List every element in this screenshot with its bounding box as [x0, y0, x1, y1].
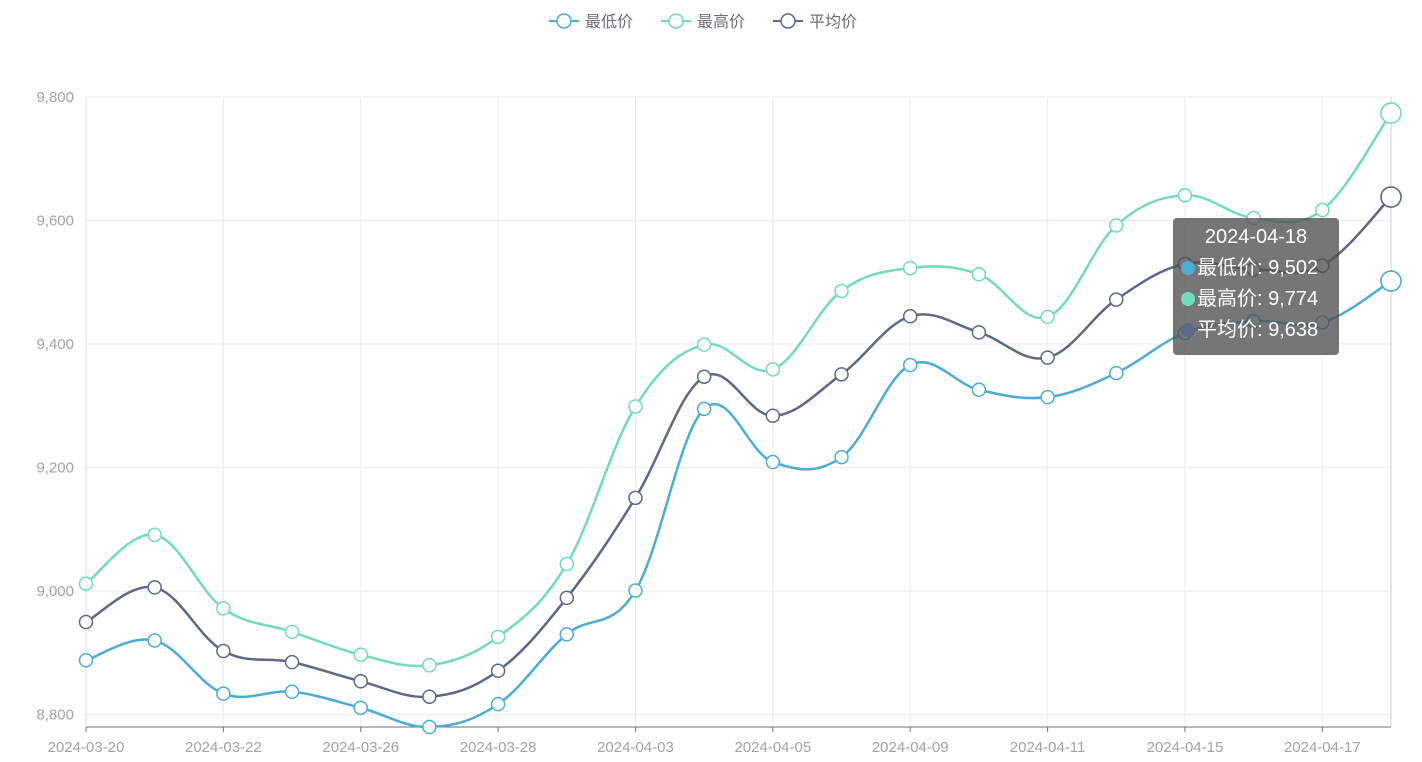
legend-marker-icon	[780, 13, 796, 29]
legend-item-2[interactable]: 平均价	[773, 13, 857, 31]
data-point	[1380, 102, 1402, 124]
tooltip-row-max: 最高价: 9,774	[1181, 284, 1339, 315]
data-point	[1109, 365, 1124, 381]
x-tick-label: 2024-03-22	[185, 739, 262, 756]
legend-label: 平均价	[809, 13, 857, 31]
x-tick-label: 2024-04-09	[872, 739, 949, 756]
data-point	[834, 283, 849, 299]
data-point	[422, 719, 437, 735]
tooltip-row-min: 最低价: 9,502	[1181, 253, 1339, 284]
series-0	[78, 270, 1402, 735]
tooltip-dot-min	[1181, 261, 1195, 275]
legend-label: 最低价	[585, 13, 633, 31]
series-line	[85, 112, 1393, 668]
y-tick-label: 9,000	[36, 583, 74, 600]
data-point	[1380, 270, 1402, 292]
x-tick-label: 2024-03-26	[322, 739, 399, 756]
data-point	[902, 357, 918, 373]
data-point	[628, 399, 643, 414]
data-point	[765, 454, 781, 470]
x-tick-label: 2024-04-03	[597, 739, 674, 756]
data-point	[1040, 350, 1055, 365]
series-line	[85, 279, 1392, 729]
data-point	[971, 267, 987, 282]
y-tick-label: 9,800	[36, 89, 74, 106]
data-point	[422, 657, 437, 673]
data-point	[353, 700, 368, 716]
data-point	[1040, 309, 1055, 325]
x-tick-label: 2024-03-28	[460, 739, 537, 756]
data-point	[559, 590, 575, 606]
data-point	[78, 614, 94, 630]
data-point	[765, 408, 781, 423]
y-tick-label: 8,800	[36, 707, 74, 724]
data-point	[971, 325, 987, 340]
data-point	[78, 653, 94, 668]
tooltip-date: 2024-04-18	[1204, 226, 1308, 248]
data-point	[696, 401, 712, 417]
tooltip-label-avg: 平均价: 9,638	[1197, 319, 1319, 341]
data-point	[147, 633, 162, 648]
tooltip-row-avg: 平均价: 9,638	[1181, 315, 1339, 346]
data-point	[902, 260, 918, 276]
data-point	[559, 556, 575, 572]
tooltip-dot-avg	[1181, 323, 1195, 337]
x-tick-label: 2024-04-05	[734, 739, 811, 756]
legend[interactable]: 最低价 最高价 平均价	[549, 13, 857, 31]
series-layer	[78, 102, 1402, 735]
legend-item-0[interactable]: 最低价	[549, 13, 633, 31]
data-point	[490, 663, 506, 679]
data-point	[216, 601, 231, 616]
data-point	[1040, 389, 1055, 405]
data-point	[284, 654, 300, 670]
series-line	[85, 196, 1392, 699]
series-1	[78, 102, 1402, 673]
x-tick-label: 2024-04-15	[1147, 739, 1224, 756]
y-tick-label: 9,400	[36, 336, 74, 353]
data-point	[765, 362, 781, 377]
legend-label: 最高价	[697, 13, 745, 31]
data-point	[628, 583, 643, 598]
data-point	[696, 369, 712, 385]
data-point	[971, 382, 987, 398]
data-point	[559, 627, 575, 642]
data-point	[834, 449, 849, 465]
tooltip-dot-max	[1181, 292, 1195, 306]
data-point	[216, 643, 231, 659]
tooltip-label-max: 最高价: 9,774	[1197, 288, 1319, 310]
tooltip-label-min: 最低价: 9,502	[1197, 257, 1319, 279]
data-point	[1380, 186, 1402, 208]
data-point	[284, 684, 300, 700]
data-point	[1109, 218, 1124, 233]
data-point	[422, 689, 437, 704]
data-point	[696, 337, 712, 352]
data-point	[147, 527, 162, 543]
x-tick-label: 2024-04-11	[1010, 739, 1086, 756]
legend-marker-icon	[556, 13, 572, 29]
data-point	[490, 696, 506, 712]
grid	[85, 96, 1391, 727]
data-point	[1315, 202, 1330, 218]
data-point	[1109, 292, 1124, 307]
legend-marker-icon	[668, 13, 684, 29]
y-tick-label: 9,200	[36, 460, 74, 477]
legend-item-1[interactable]: 最高价	[661, 13, 745, 31]
data-point	[353, 647, 368, 662]
x-tick-label: 2024-04-17	[1284, 739, 1361, 756]
data-point	[78, 576, 94, 591]
data-point	[834, 367, 849, 382]
data-point	[284, 624, 300, 640]
tooltip: 2024-04-18 最低价: 9,502 最高价: 9,774 平均价: 9,…	[1173, 218, 1339, 355]
data-point	[628, 490, 643, 506]
data-point	[216, 686, 231, 701]
x-tick-label: 2024-03-20	[48, 739, 125, 756]
data-point	[147, 580, 162, 595]
axes: 8,800 9,000 9,200 9,400 9,600 9,800 2024-03-20…	[36, 89, 1392, 756]
data-point	[490, 629, 506, 645]
y-tick-label: 9,600	[36, 213, 74, 230]
data-point	[902, 309, 918, 324]
data-point	[1177, 187, 1193, 203]
data-point	[353, 674, 368, 689]
